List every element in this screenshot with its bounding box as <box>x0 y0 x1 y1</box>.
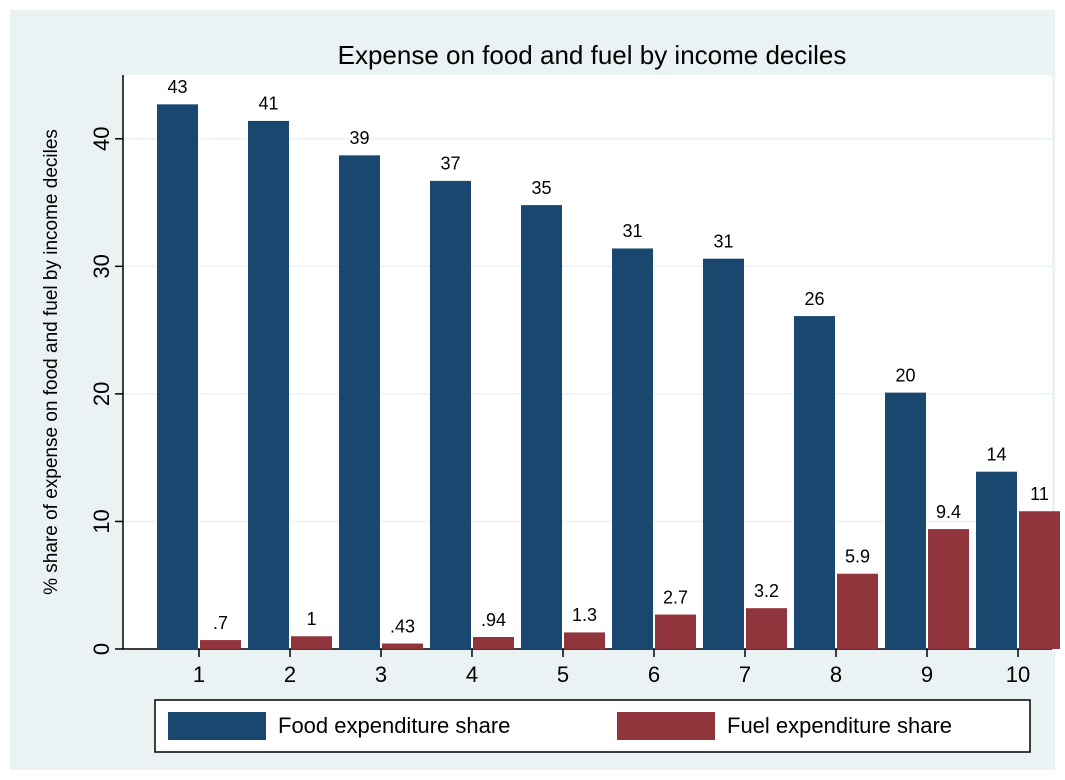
bar <box>157 104 198 650</box>
bar <box>473 637 514 649</box>
x-tick-label: 2 <box>284 662 296 687</box>
bar <box>430 180 471 650</box>
x-tick-label: 9 <box>921 662 933 687</box>
bar <box>794 316 835 649</box>
x-tick-label: 4 <box>466 662 478 687</box>
value-label: 1 <box>306 609 316 629</box>
value-label: 5.9 <box>845 546 870 566</box>
chart-title: Expense on food and fuel by income decil… <box>338 40 847 70</box>
y-tick-label: 0 <box>89 643 114 655</box>
y-axis-label: % share of expense on food and fuel by i… <box>41 129 62 595</box>
value-label: 37 <box>440 154 460 174</box>
legend-label: Food expenditure share <box>278 713 510 738</box>
bar <box>928 529 969 649</box>
legend <box>154 699 1031 753</box>
x-tick-label: 10 <box>1006 662 1030 687</box>
bar <box>291 636 332 649</box>
value-label: 26 <box>804 289 824 309</box>
legend-swatch <box>168 712 266 740</box>
bar <box>885 392 926 649</box>
value-label: 43 <box>167 77 187 97</box>
bar <box>248 120 289 650</box>
value-label: 31 <box>713 231 733 251</box>
value-label: 20 <box>895 365 915 385</box>
bar <box>200 640 241 649</box>
bar <box>339 155 380 650</box>
x-tick-label: 7 <box>739 662 751 687</box>
value-label: 35 <box>531 178 551 198</box>
value-label: 31 <box>622 221 642 241</box>
bar <box>382 643 423 649</box>
y-tick-label: 10 <box>89 509 114 533</box>
x-tick-label: 3 <box>375 662 387 687</box>
x-tick-label: 8 <box>830 662 842 687</box>
value-label: 2.7 <box>663 587 688 607</box>
bar <box>703 258 744 649</box>
x-tick-label: 5 <box>557 662 569 687</box>
value-label: .43 <box>390 616 415 636</box>
value-label: 39 <box>349 128 369 148</box>
bar <box>564 632 605 649</box>
bar <box>746 608 787 649</box>
value-label: 1.3 <box>572 605 597 625</box>
x-tick-label: 1 <box>193 662 205 687</box>
legend-swatch <box>617 712 715 740</box>
bar <box>1019 511 1060 649</box>
y-tick-label: 40 <box>89 127 114 151</box>
value-label: 11 <box>1030 484 1049 504</box>
bar <box>521 205 562 649</box>
value-label: 41 <box>258 94 278 114</box>
value-label: 3.2 <box>754 581 779 601</box>
bar <box>837 573 878 649</box>
value-label: .94 <box>481 610 506 630</box>
bar <box>976 471 1017 649</box>
y-tick-label: 30 <box>89 254 114 278</box>
value-label: 14 <box>986 444 1006 464</box>
y-tick-label: 20 <box>89 382 114 406</box>
bar <box>655 614 696 649</box>
bar <box>612 248 653 649</box>
value-label: .7 <box>213 613 228 633</box>
value-label: 9.4 <box>936 502 961 522</box>
legend-label: Fuel expenditure share <box>727 713 952 738</box>
x-tick-label: 6 <box>648 662 660 687</box>
